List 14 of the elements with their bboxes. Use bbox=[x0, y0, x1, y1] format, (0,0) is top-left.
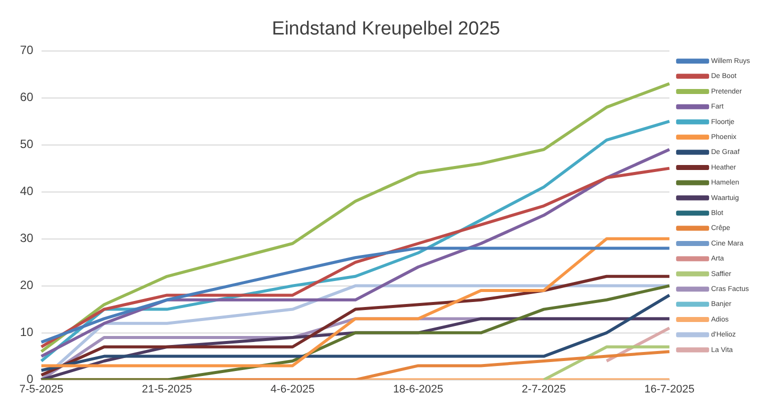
x-tick-label: 4-6-2025 bbox=[270, 383, 315, 396]
y-tick-label: 70 bbox=[20, 43, 34, 58]
x-tick-label: 7-5-2025 bbox=[19, 383, 64, 396]
y-tick-label: 20 bbox=[20, 278, 34, 292]
chart-title: Eindstand Kreupelbel 2025 bbox=[272, 18, 500, 40]
x-tick-label: 21-5-2025 bbox=[142, 383, 192, 396]
x-tick-label: 2-7-2025 bbox=[522, 383, 566, 396]
y-tick-label: 60 bbox=[20, 90, 34, 104]
y-tick-label: 50 bbox=[20, 137, 34, 152]
x-tick-label: 16-7-2025 bbox=[644, 383, 694, 396]
y-tick-label: 40 bbox=[20, 184, 34, 198]
y-tick-label: 30 bbox=[20, 231, 34, 246]
x-tick-label: 18-6-2025 bbox=[393, 383, 444, 396]
y-tick-label: 10 bbox=[20, 325, 34, 340]
